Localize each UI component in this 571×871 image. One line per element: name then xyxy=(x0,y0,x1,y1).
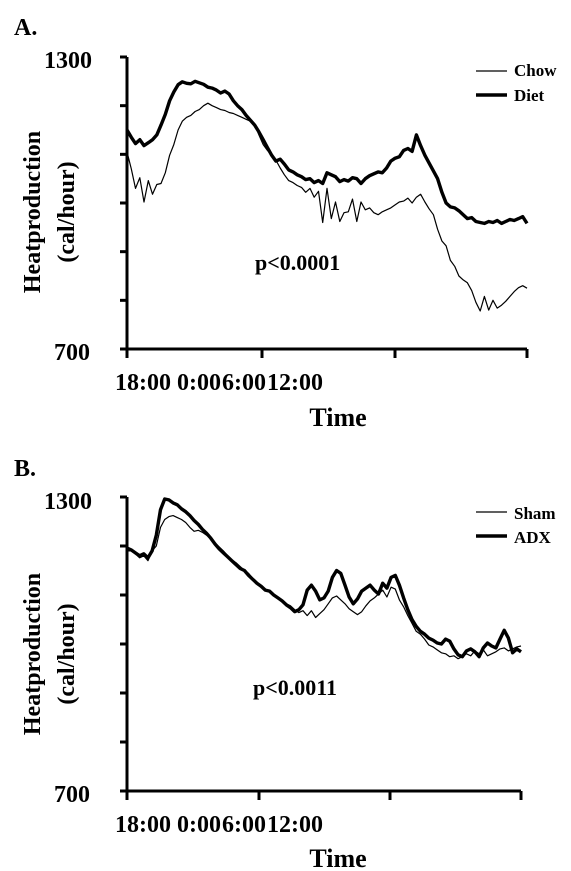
panel-b-ylabel-line2: (cal/hour) xyxy=(54,603,80,704)
panel-b-ylabel-line1: Heatproduction xyxy=(20,573,46,735)
panel-a-series-diet-line xyxy=(125,79,529,226)
panel-a-legend-label-1: Diet xyxy=(514,86,545,105)
panel-a-label: A. xyxy=(14,15,37,41)
panel-b-xtick-label-3: 12:00 xyxy=(267,812,323,838)
panel-b-legend-label-0: Sham xyxy=(514,504,556,523)
panel-a-xtick-label-0: 18:00 xyxy=(115,370,171,396)
panel-a-xlabel: Time xyxy=(309,403,366,432)
panel-a-annotation: p<0.0001 xyxy=(255,250,340,275)
panel-a-ytick-min: 700 xyxy=(54,340,90,366)
panel-b-xtick-label-1: 0:00 xyxy=(177,812,221,838)
panel-a-xtick-label-3: 12:00 xyxy=(267,370,323,396)
panel-b-plot xyxy=(120,495,523,800)
panel-a-plot xyxy=(120,55,529,358)
panel-a: A. 1300 700 Heatproduction (cal/hour) 18… xyxy=(14,15,557,432)
panel-b-xtick-label-0: 18:00 xyxy=(115,812,171,838)
panel-b-xlabel: Time xyxy=(309,844,366,871)
panel-a-xtick-label-2: 6:00 xyxy=(222,370,266,396)
panel-b-xtick-label-2: 6:00 xyxy=(222,812,266,838)
panel-a-ylabel-line1: Heatproduction xyxy=(20,131,46,293)
panel-a-ytick-max: 1300 xyxy=(44,48,92,74)
panel-b-series-adx-line xyxy=(126,497,522,659)
panel-a-ylabel-line2: (cal/hour) xyxy=(54,161,80,262)
panel-b: B. 1300 700 Heatproduction (cal/hour) 18… xyxy=(14,456,556,871)
panel-b-series-sham-line xyxy=(127,514,522,660)
panel-a-xtick-label-1: 0:00 xyxy=(177,370,221,396)
panel-b-annotation: p<0.0011 xyxy=(253,675,337,700)
panel-b-legend-label-1: ADX xyxy=(514,528,552,547)
panel-a-series-chow-line xyxy=(126,102,528,312)
panel-b-ytick-min: 700 xyxy=(54,782,90,808)
panel-a-legend-label-0: Chow xyxy=(514,61,557,80)
panel-b-ytick-max: 1300 xyxy=(44,489,92,515)
panel-b-label: B. xyxy=(14,456,36,482)
